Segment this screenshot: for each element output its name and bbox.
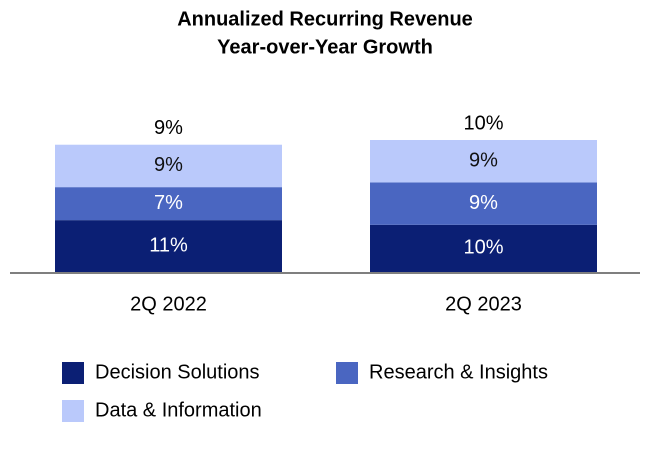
bar-segment <box>370 224 597 272</box>
bar-segment <box>370 182 597 225</box>
legend-label: Decision Solutions <box>95 361 260 383</box>
total-label: 10% <box>463 112 503 134</box>
bar-segment <box>55 187 282 221</box>
legend-swatch <box>62 400 84 422</box>
data-label: 10% <box>463 237 503 259</box>
chart-title: Annualized Recurring Revenue <box>177 8 473 30</box>
bar-segment <box>370 140 597 183</box>
chart-title: Year-over-Year Growth <box>217 36 433 58</box>
legend-swatch <box>336 362 358 384</box>
bar-segment <box>55 220 282 272</box>
x-tick-label: 2Q 2023 <box>445 293 522 315</box>
data-label: 9% <box>469 192 498 214</box>
bar-segment <box>55 144 282 188</box>
legend-swatch <box>62 362 84 384</box>
x-tick-label: 2Q 2022 <box>130 293 207 315</box>
data-label: 11% <box>149 234 188 256</box>
data-label: 9% <box>154 154 183 176</box>
total-label: 9% <box>154 117 183 139</box>
data-label: 7% <box>154 192 183 214</box>
legend-label: Research & Insights <box>369 361 548 383</box>
legend-label: Data & Information <box>95 399 262 421</box>
data-label: 9% <box>469 149 498 171</box>
